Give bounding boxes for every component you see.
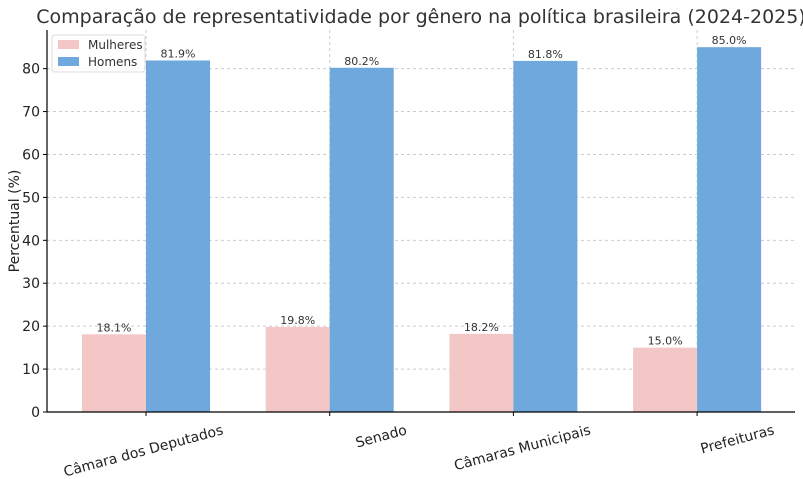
bar-homens bbox=[146, 60, 210, 413]
tick-labels: 0 10 20 30 40 50 60 70 80 Câmara dos Deputados Sen… bbox=[22, 62, 776, 479]
y-tick-label: 0 bbox=[31, 405, 40, 421]
data-label: 85.0% bbox=[712, 34, 747, 47]
bar-mulheres bbox=[449, 333, 514, 412]
bar-homens bbox=[697, 47, 762, 412]
bars bbox=[82, 47, 762, 413]
x-tick-label: Senado bbox=[354, 422, 409, 451]
bar-mulheres bbox=[265, 327, 330, 412]
x-tick-label: Câmara dos Deputados bbox=[62, 422, 225, 479]
bar-mulheres bbox=[82, 334, 146, 412]
data-label: 81.8% bbox=[528, 48, 563, 61]
data-label: 80.2% bbox=[344, 55, 379, 68]
data-label: 18.1% bbox=[97, 321, 132, 334]
y-tick-label: 60 bbox=[22, 147, 40, 163]
data-label: 18.2% bbox=[464, 321, 499, 334]
data-label: 81.9% bbox=[161, 47, 196, 60]
data-labels: 18.1% 19.8% 18.2% 15.0% 81.9% 80.2% 81.8% 85.0% bbox=[97, 34, 747, 347]
legend: Mulheres Homens bbox=[51, 34, 146, 73]
bar-homens bbox=[513, 60, 578, 412]
y-tick-label: 50 bbox=[22, 190, 40, 206]
legend-label-mulheres: Mulheres bbox=[88, 38, 143, 52]
x-tick-label: Prefeituras bbox=[699, 422, 776, 457]
data-label: 15.0% bbox=[648, 335, 683, 348]
y-tick-label: 30 bbox=[22, 276, 40, 292]
legend-swatch-mulheres bbox=[58, 40, 79, 49]
bar-mulheres bbox=[633, 347, 698, 412]
y-tick-label: 20 bbox=[22, 319, 40, 335]
chart-title: Comparação de representatividade por gên… bbox=[36, 6, 803, 28]
y-tick-label: 40 bbox=[22, 233, 40, 249]
legend-swatch-homens bbox=[58, 57, 79, 66]
x-tick-label: Câmaras Municipais bbox=[452, 422, 592, 474]
y-tick-label: 10 bbox=[22, 362, 40, 378]
y-tick-label: 80 bbox=[22, 62, 40, 78]
legend-label-homens: Homens bbox=[88, 55, 137, 69]
axes bbox=[43, 30, 795, 416]
data-label: 19.8% bbox=[280, 314, 315, 327]
y-axis-label: Percentual (%) bbox=[7, 170, 23, 273]
bar-homens bbox=[329, 67, 394, 413]
y-tick-label: 70 bbox=[22, 105, 40, 121]
